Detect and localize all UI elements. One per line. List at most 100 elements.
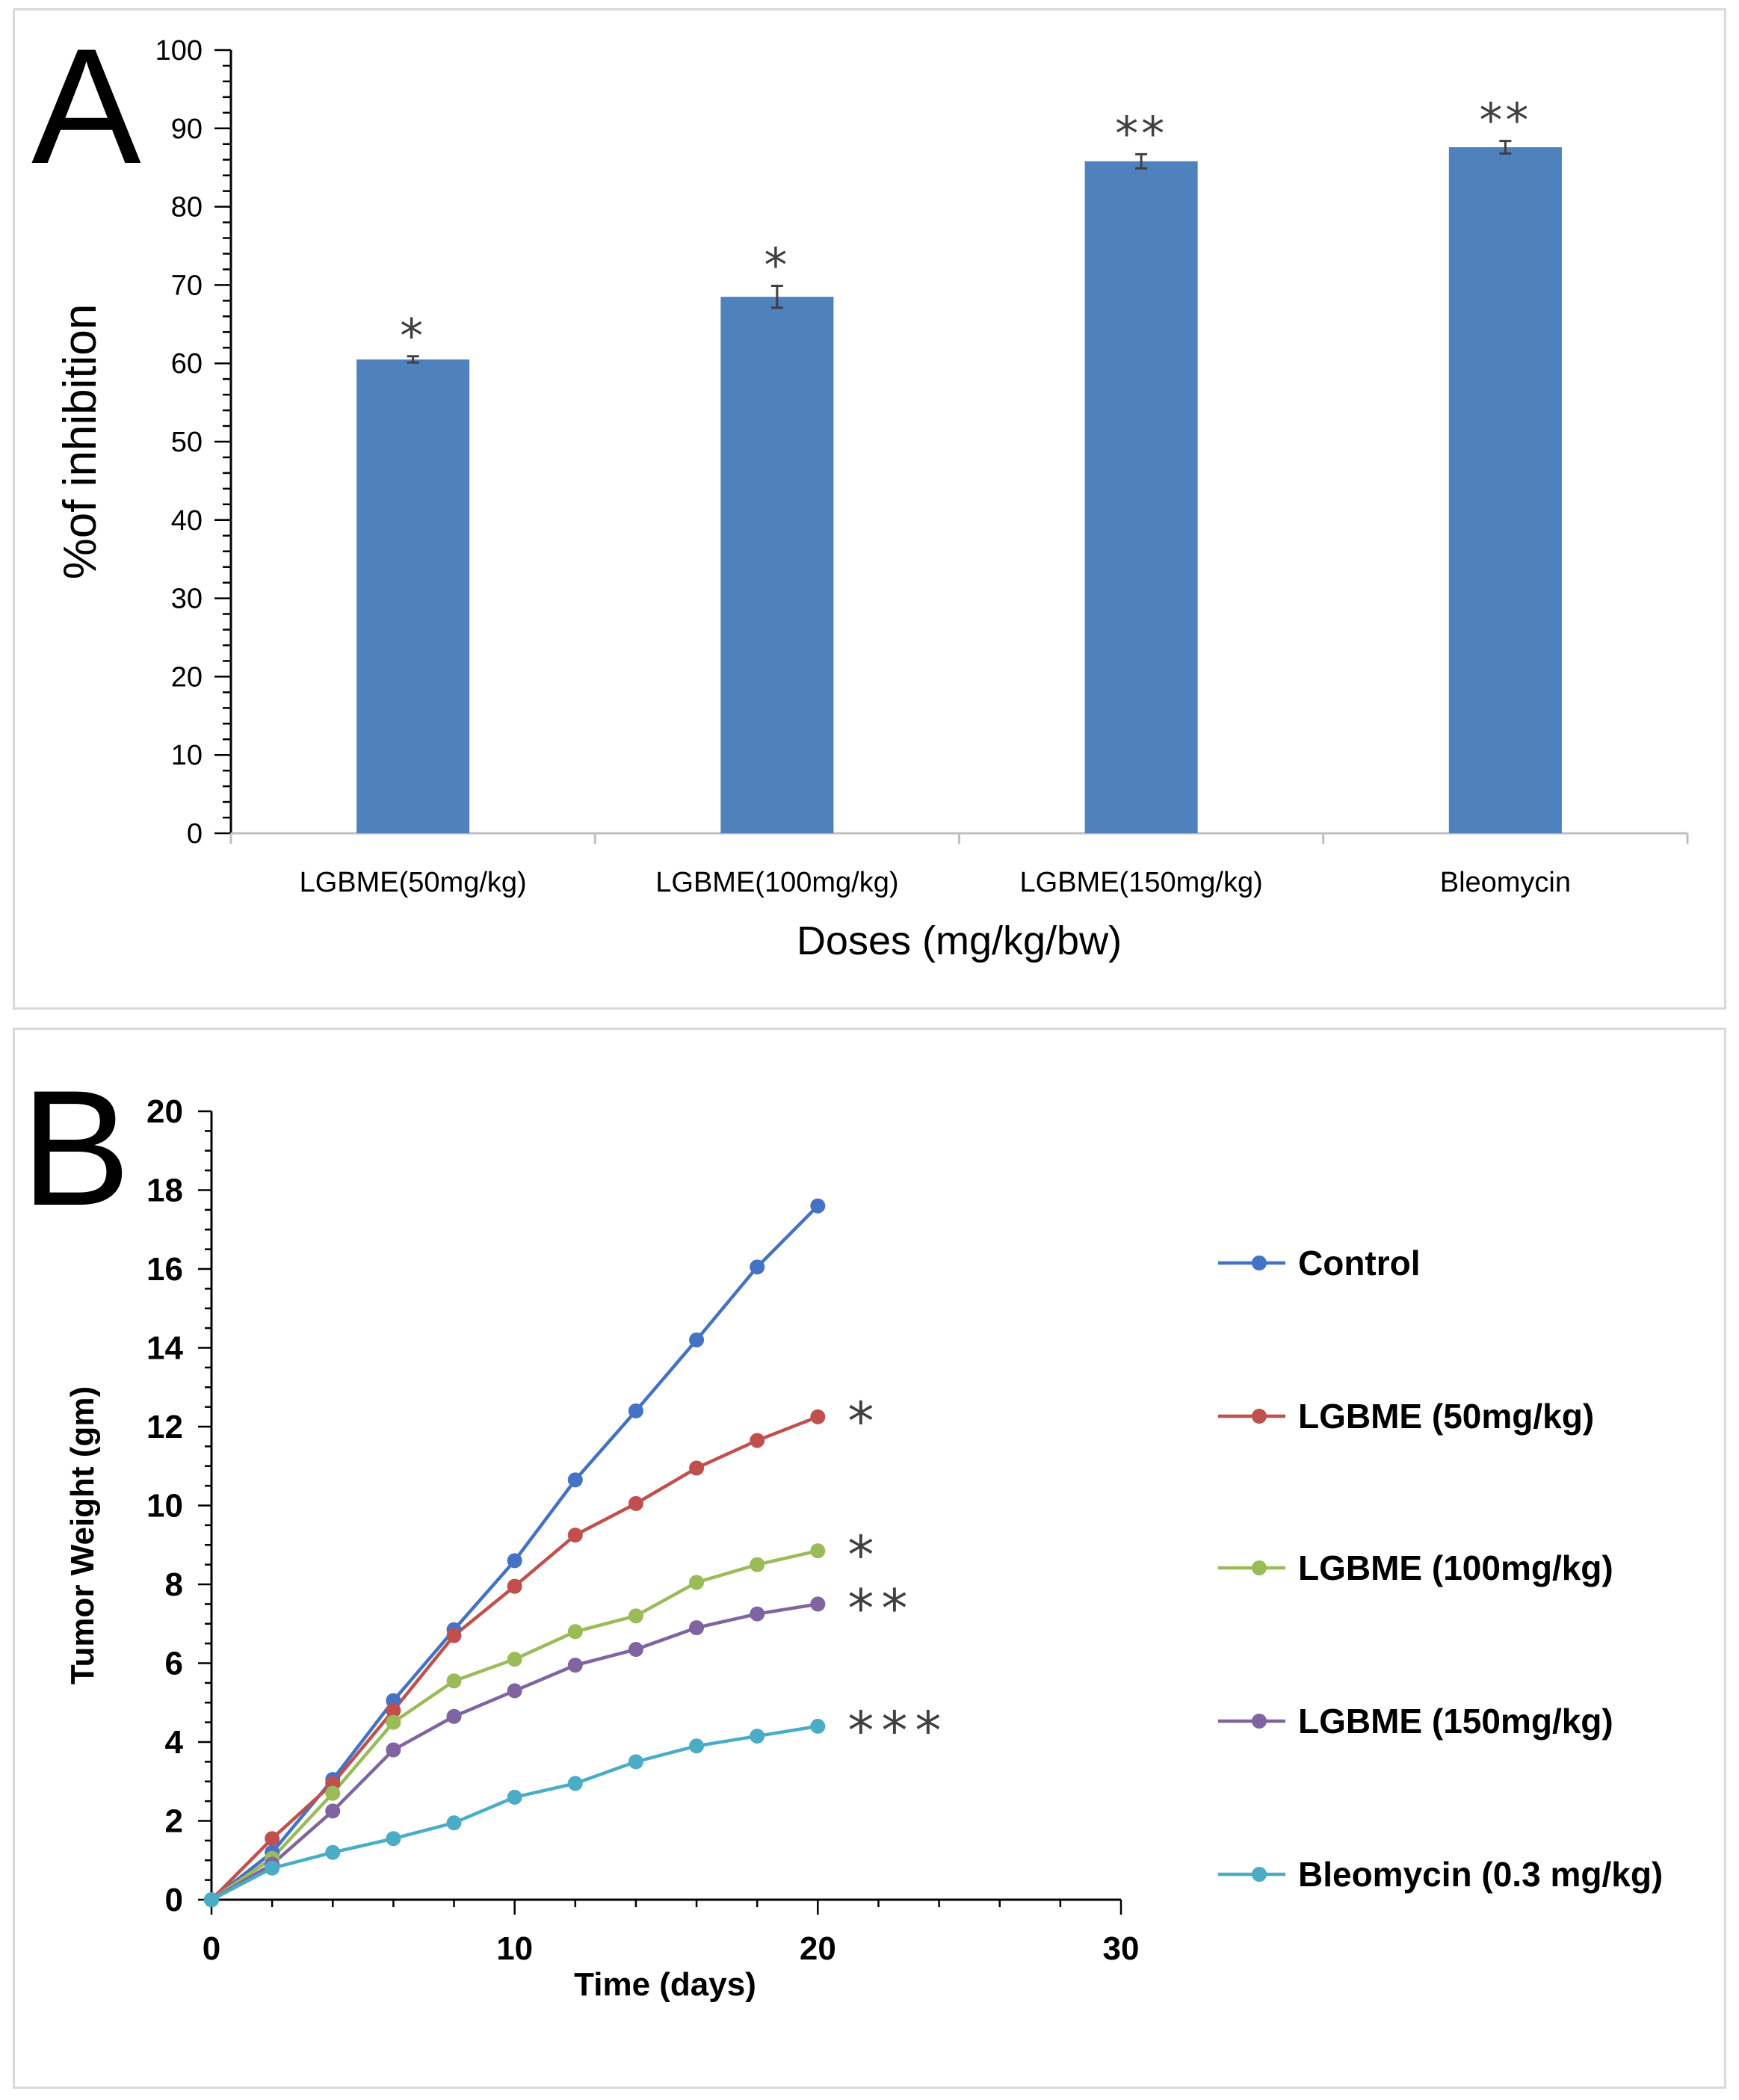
data-point: [689, 1738, 705, 1754]
significance-marker: **: [847, 1578, 915, 1639]
y-tick-label: 40: [171, 505, 203, 537]
data-point: [750, 1259, 765, 1275]
data-point: [325, 1803, 341, 1819]
data-point: [567, 1776, 583, 1791]
y-tick-label: 70: [171, 270, 203, 301]
data-point: [628, 1403, 643, 1418]
y-tick-label: 100: [155, 35, 203, 67]
data-point: [386, 1714, 401, 1730]
legend-label: LGBME (50mg/kg): [1298, 1397, 1594, 1436]
data-point: [750, 1557, 765, 1572]
y-tick-label: 60: [171, 348, 203, 380]
data-point: [810, 1718, 826, 1734]
data-point: [567, 1658, 583, 1673]
data-point: [750, 1729, 765, 1744]
data-point: [567, 1472, 583, 1488]
data-point: [386, 1831, 401, 1847]
data-point: [750, 1606, 765, 1622]
significance-marker: **: [1115, 106, 1167, 161]
significance-marker: *: [847, 1525, 881, 1586]
bar-4: [1448, 146, 1562, 833]
legend-label: Control: [1298, 1244, 1421, 1282]
data-point: [628, 1642, 643, 1658]
data-point: [446, 1815, 462, 1831]
y-tick-label: 80: [171, 192, 203, 223]
data-point: [628, 1608, 643, 1624]
significance-marker: *: [400, 309, 426, 363]
y-axis-title: Tumor Weight (gm): [64, 1386, 101, 1684]
y-tick-label: 20: [171, 661, 203, 693]
panel-a-letter: A: [31, 14, 141, 198]
data-point: [265, 1831, 280, 1847]
bar-1: [356, 359, 470, 834]
data-point: [628, 1495, 643, 1511]
data-point: [567, 1624, 583, 1640]
data-point: [810, 1409, 826, 1424]
x-axis-title: Doses (mg/kg/bw): [797, 918, 1122, 963]
legend-marker: [1252, 1867, 1267, 1882]
x-tick-label: 30: [1103, 1930, 1140, 1967]
y-tick-label: 14: [146, 1330, 183, 1367]
data-point: [507, 1578, 522, 1594]
panel-a-frame: [13, 8, 1726, 1010]
y-tick-label: 50: [171, 427, 203, 458]
panel-b-letter: B: [21, 1056, 131, 1240]
data-point: [750, 1433, 765, 1448]
data-point: [810, 1543, 826, 1559]
data-point: [810, 1596, 826, 1612]
x-tick-label: 20: [800, 1930, 836, 1967]
data-point: [689, 1332, 705, 1347]
y-tick-label: 6: [165, 1646, 183, 1682]
data-point: [507, 1652, 522, 1667]
data-point: [689, 1460, 705, 1476]
data-point: [446, 1673, 462, 1689]
y-tick-label: 0: [165, 1882, 183, 1918]
y-tick-label: 8: [165, 1566, 183, 1603]
series-line-4: [210, 1602, 818, 1901]
legend-label: LGBME (100mg/kg): [1298, 1548, 1613, 1587]
x-category-label: LGBME(150mg/kg): [1020, 867, 1263, 898]
data-point: [628, 1754, 643, 1770]
bar-chart-inhibition: 0 10 20 30 40 50 60 70 80 90 100 * LGBME(50mg/kg) * LG…: [55, 35, 1689, 963]
significance-marker: ***: [847, 1700, 948, 1761]
x-category-label: Bleomycin: [1440, 867, 1571, 898]
x-category-label: LGBME(50mg/kg): [300, 867, 527, 898]
data-point: [810, 1198, 826, 1214]
line-chart-tumor-weight: 0 2 4 6 8 10 12 14 16 18 20 0 10 20 30 Time (days) Tumor…: [64, 1093, 1663, 2003]
data-point: [689, 1620, 705, 1636]
y-tick-label: 16: [146, 1251, 183, 1288]
y-tick-label: 0: [187, 818, 203, 850]
y-tick-label: 10: [146, 1488, 183, 1525]
data-point: [446, 1708, 462, 1724]
significance-marker: **: [1479, 93, 1531, 148]
y-axis-title: %of inhibition: [55, 304, 106, 580]
data-point: [386, 1742, 401, 1758]
y-tick-label: 10: [171, 740, 203, 771]
data-point: [446, 1628, 462, 1643]
panel-b-frame: [13, 1028, 1726, 2089]
y-tick-label: 12: [146, 1409, 183, 1445]
y-tick-label: 2: [165, 1803, 183, 1840]
significance-marker: *: [764, 238, 790, 292]
y-tick-label: 18: [146, 1173, 183, 1209]
y-tick-label: 90: [171, 114, 203, 145]
data-point: [325, 1844, 341, 1860]
legend-marker: [1252, 1714, 1267, 1729]
series-line-3: [210, 1548, 818, 1901]
x-tick-label: 10: [496, 1930, 533, 1967]
y-tick-label: 20: [146, 1093, 183, 1130]
y-tick-label: 30: [171, 584, 203, 615]
legend-label: LGBME (150mg/kg): [1298, 1702, 1613, 1741]
significance-marker: *: [847, 1391, 881, 1452]
data-point: [507, 1683, 522, 1699]
bar-3: [1084, 161, 1198, 834]
legend-marker: [1252, 1256, 1267, 1270]
data-point: [507, 1553, 522, 1569]
x-tick-label: 0: [203, 1930, 220, 1967]
data-point: [567, 1528, 583, 1543]
y-tick-label: 4: [165, 1724, 184, 1761]
x-category-label: LGBME(100mg/kg): [655, 867, 898, 898]
data-point: [204, 1892, 219, 1907]
x-axis-title: Time (days): [574, 1966, 756, 2003]
legend-marker: [1252, 1560, 1267, 1575]
